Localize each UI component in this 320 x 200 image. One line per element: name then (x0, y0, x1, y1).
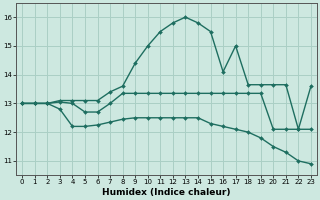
X-axis label: Humidex (Indice chaleur): Humidex (Indice chaleur) (102, 188, 231, 197)
